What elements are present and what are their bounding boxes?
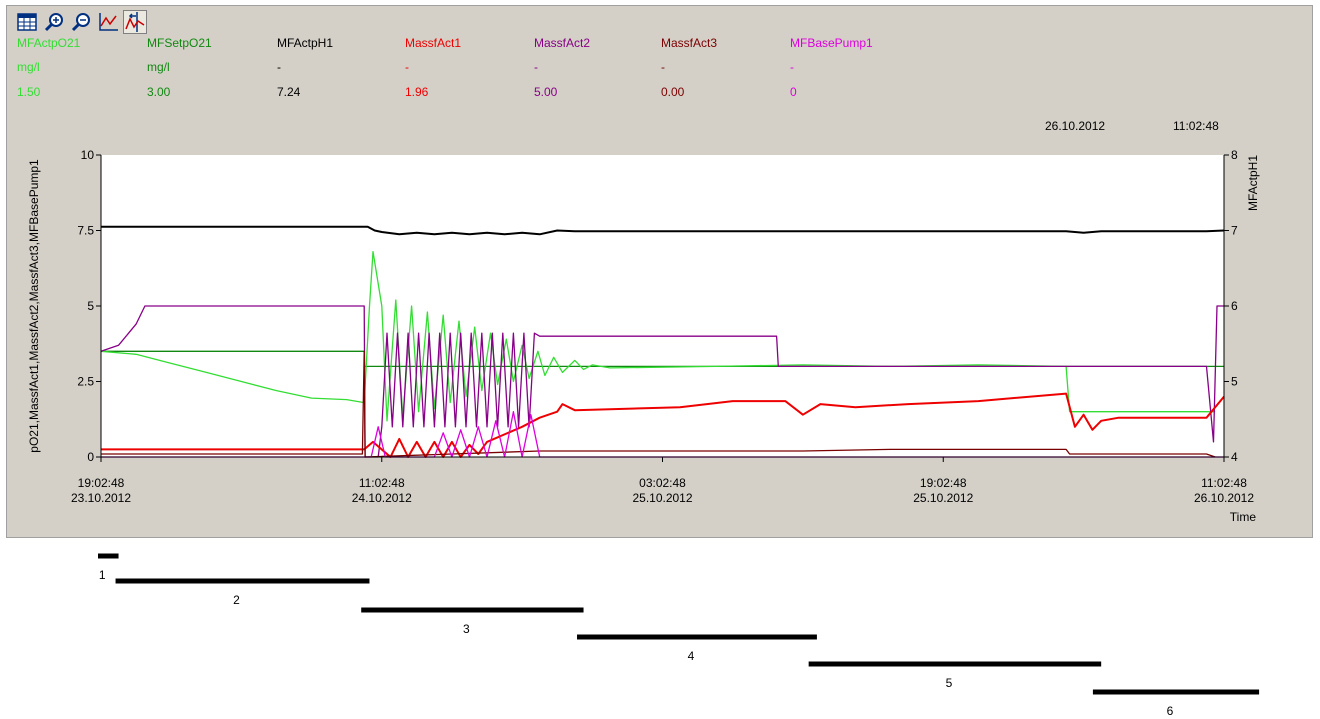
y-tick-label-7.5: 7.5 — [77, 224, 94, 238]
y-tick-label-2.5: 2.5 — [77, 375, 94, 389]
chart-axes-icon — [99, 13, 118, 31]
current-date: 26.10.2012 — [1045, 119, 1106, 133]
current-time: 11:02:48 — [1173, 119, 1219, 133]
legend-value-MassfAct1: 1.96 — [405, 85, 429, 99]
zoom-in-button[interactable] — [42, 10, 66, 34]
x-tick-date-0: 23.10.2012 — [71, 491, 131, 505]
x-axis-label: Time — [1230, 510, 1257, 524]
legend-unit-MFActpO21: mg/l — [17, 60, 40, 74]
legend-name-MassfAct1: MassfAct1 — [405, 36, 462, 50]
axes-button[interactable] — [96, 10, 120, 34]
x-tick-time-48: 19:02:48 — [920, 476, 967, 490]
phase-label-6: 6 — [1167, 704, 1174, 718]
legend-name-MFBasePump1: MFBasePump1 — [790, 36, 873, 50]
zoom-in-icon — [44, 13, 63, 32]
legend-unit-MassfAct3: - — [661, 60, 665, 74]
toolbar — [15, 10, 147, 36]
phase-label-3: 3 — [463, 622, 470, 636]
phase-layer: 1 2 3 4 5 6 — [98, 553, 1260, 718]
series-MassfAct2 — [100, 305, 1224, 458]
legend-unit-MFActpH1: - — [277, 60, 281, 74]
series-MFActpH1 — [101, 225, 1225, 236]
legend-unit-MFBasePump1: - — [790, 60, 794, 74]
x-tick-date-64: 26.10.2012 — [1194, 491, 1254, 505]
phase-label-5: 5 — [946, 676, 953, 690]
legend-value-MassfAct3: 0.00 — [661, 85, 685, 99]
x-tick-date-32: 25.10.2012 — [632, 491, 692, 505]
table-view-button[interactable] — [15, 10, 39, 34]
zoom-out-button[interactable] — [69, 10, 93, 34]
legend-name-MassfAct2: MassfAct2 — [534, 36, 591, 50]
y-axis-label: pO21,MassfAct1,MassfAct2,MassfAct3,MFBas… — [27, 159, 41, 453]
x-tick-date-48: 25.10.2012 — [913, 491, 973, 505]
legend-name-MFActpO21: MFActpO21 — [17, 36, 81, 50]
y2-tick-label-7: 7 — [1231, 224, 1238, 238]
table-icon — [17, 13, 37, 31]
y-tick-label-0: 0 — [87, 450, 94, 464]
legend-value-MFActpH1: 7.24 — [277, 85, 301, 99]
legend-value-MFBasePump1: 0 — [790, 85, 797, 99]
x-tick-date-16: 24.10.2012 — [352, 491, 412, 505]
x-tick-time-16: 11:02:48 — [359, 476, 405, 490]
y2-axis-label: MFActpH1 — [1246, 155, 1260, 211]
y2-tick-label-4: 4 — [1231, 450, 1238, 464]
y2-tick-label-5: 5 — [1231, 375, 1238, 389]
legend-unit-MassfAct2: - — [534, 60, 538, 74]
y-tick-label-10: 10 — [81, 148, 95, 162]
legend-name-MFSetpO21: MFSetpO21 — [147, 36, 212, 50]
trend-cursor-icon — [125, 12, 145, 32]
phase-label-1: 1 — [99, 568, 106, 582]
legend-unit-MassfAct1: - — [405, 60, 409, 74]
trend-cursor-button[interactable] — [123, 10, 147, 34]
legend-name-MassfAct3: MassfAct3 — [661, 36, 718, 50]
legend-value-MFActpO21: 1.50 — [17, 85, 41, 99]
legend-name-MFActpH1: MFActpH1 — [277, 36, 334, 50]
x-tick-time-0: 19:02:48 — [78, 476, 125, 490]
legend-value-MFSetpO21: 3.00 — [147, 85, 171, 99]
x-tick-time-32: 03:02:48 — [639, 476, 686, 490]
legend-value-MassfAct2: 5.00 — [534, 85, 558, 99]
y2-tick-label-6: 6 — [1231, 299, 1238, 313]
legend-unit-MFSetpO21: mg/l — [147, 60, 170, 74]
zoom-out-icon — [71, 13, 90, 32]
y2-tick-label-8: 8 — [1231, 148, 1238, 162]
series-MassfAct1 — [101, 392, 1225, 458]
phase-label-4: 4 — [688, 649, 695, 663]
series-MFActpO21 — [100, 250, 1216, 422]
phase-label-2: 2 — [233, 593, 240, 607]
axes-layer: 02.557.5104567819:02:4823.10.201211:02:4… — [27, 148, 1260, 524]
y-tick-label-5: 5 — [87, 299, 94, 313]
x-tick-time-64: 11:02:48 — [1201, 476, 1247, 490]
series-MassfAct3 — [101, 350, 1216, 458]
